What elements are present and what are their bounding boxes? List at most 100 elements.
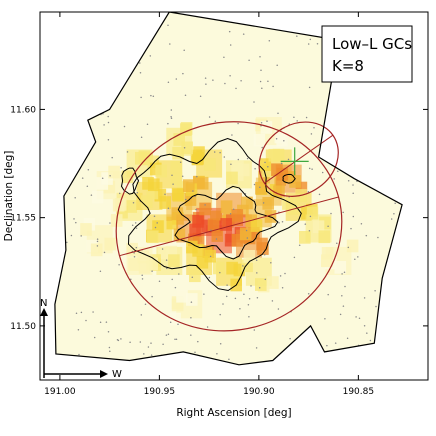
gc-point [305,116,308,119]
density-subcell [116,205,128,219]
gc-point [196,175,198,178]
density-subcell [147,230,159,244]
gc-point [342,305,345,307]
density-subcell [250,219,263,232]
gc-point [140,136,143,138]
gc-point [347,246,350,249]
density-subcell [141,152,153,166]
gc-point [222,303,224,305]
density-subcell [201,219,213,233]
gc-point [133,255,136,258]
gc-point [355,316,357,318]
gc-point [333,178,335,180]
gc-point [358,317,361,320]
gc-point [111,156,113,159]
gc-point [153,215,156,218]
gc-points [54,21,403,365]
gc-point [212,79,214,81]
gc-point [175,78,178,80]
gc-point [215,238,218,240]
gc-point [259,80,262,83]
density-subcell [321,254,333,268]
density-subcell [170,160,182,174]
gc-point [107,115,109,118]
gc-point [139,62,141,64]
gc-point [219,313,221,316]
gc-point [75,221,77,224]
gc-point [258,287,261,289]
gc-point [118,192,121,195]
gc-point [267,80,269,83]
gc-point [118,263,120,266]
gc-point [271,300,274,302]
gc-point [235,87,237,90]
gc-point [354,258,356,260]
density-subcell [276,167,289,181]
gc-point [139,341,142,343]
density-subcell [126,242,138,256]
gc-point [219,151,221,154]
gc-point [208,116,211,118]
gc-point [277,308,280,310]
gc-point [147,346,150,348]
density-contours [120,137,302,292]
gc-point [293,116,295,118]
density-subcell [108,165,120,179]
gc-point [223,156,226,158]
density-subcell [172,146,184,160]
gc-point [78,353,80,356]
gc-point [164,193,166,195]
gc-point [96,240,99,243]
gc-point [275,138,278,140]
density-subcell [154,188,167,202]
density-subcell [138,261,151,274]
gc-point [262,202,265,204]
gc-point [174,338,176,341]
gc-point [204,204,206,206]
gc-point [161,248,164,250]
gc-point [256,272,258,274]
gc-point [126,151,129,153]
gc-point [321,171,324,174]
density-subcell [220,200,233,214]
gc-point [107,121,110,124]
gc-point [267,166,269,168]
gc-point [293,256,296,259]
gc-point [239,307,241,310]
density-subcell [226,261,238,275]
gc-point [369,339,372,342]
gc-point [172,183,174,185]
gc-point [287,158,290,161]
gc-point [146,123,149,125]
gc-point [101,177,104,179]
density-subcell [186,293,198,306]
gc-point [289,337,291,340]
gc-point [73,218,75,220]
gc-point [169,43,171,45]
gc-point [117,339,120,342]
gc-point [324,317,326,320]
gc-point [109,222,111,224]
gc-point [170,117,173,119]
gc-point [363,324,366,327]
gc-point [250,285,252,287]
gc-point [191,276,194,279]
gc-point [344,285,346,288]
gc-point [352,192,354,195]
gc-point [169,321,172,323]
gc-point [272,85,274,88]
gc-point [195,208,197,211]
gc-point [141,278,144,280]
density-subcell [253,133,266,147]
gc-point [270,261,272,264]
gc-point [77,328,80,331]
gc-point [150,354,153,356]
gc-point [162,343,164,345]
gc-point [86,185,89,187]
density-subcell [186,240,198,254]
density-subcell [210,210,222,224]
gc-point [135,227,138,229]
gc-point [242,33,245,35]
x-axis-title: Right Ascension [deg] [176,407,291,419]
